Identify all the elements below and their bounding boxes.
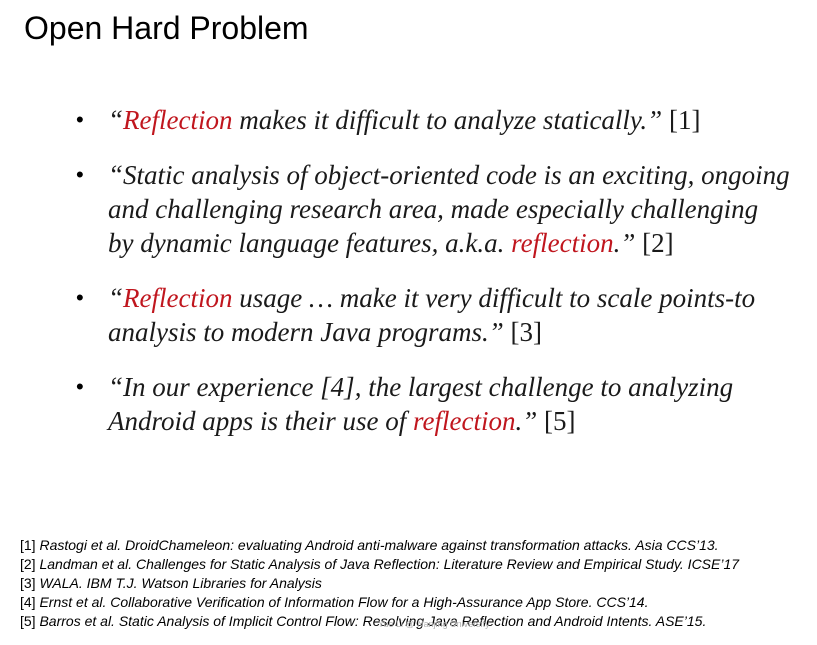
quote-line: by dynamic language features, a.k.a. ref… <box>108 226 813 260</box>
highlight-keyword: reflection <box>413 406 516 436</box>
bullet-icon: • <box>76 162 84 187</box>
quote-text: “In our experience [4], the largest chal… <box>108 370 813 438</box>
reference-number: [3] <box>20 575 36 591</box>
quote-run: Android apps is their use of <box>108 406 414 436</box>
quote-run: .” <box>515 406 538 436</box>
quote-line: analysis to modern Java programs.” [3] <box>108 315 813 349</box>
quote-run: “Static analysis of object-oriented code… <box>108 160 790 190</box>
reference-item: [1] Rastogi et al. DroidChameleon: evalu… <box>20 536 739 555</box>
reference-text: WALA. IBM T.J. Watson Libraries for Anal… <box>39 575 322 591</box>
quote-run: “In our experience [4], the largest chal… <box>108 372 734 402</box>
quote-run: usage … make it very difficult to scale … <box>232 283 756 313</box>
reference-text: Rastogi et al. DroidChameleon: evaluatin… <box>39 537 719 553</box>
reference-number: [1] <box>20 537 36 553</box>
citation-ref: [1] <box>662 105 701 135</box>
reference-text: Landman et al. Challenges for Static Ana… <box>39 556 740 572</box>
reference-item: [3] WALA. IBM T.J. Watson Libraries for … <box>20 574 739 593</box>
watermark: Yue Li @ Nanjing University <box>378 619 490 629</box>
quote-line: Android apps is their use of reflection.… <box>108 404 813 438</box>
bullet-icon: • <box>76 285 84 310</box>
reference-item: [2] Landman et al. Challenges for Static… <box>20 555 739 574</box>
reference-text: Ernst et al. Collaborative Verification … <box>39 594 649 610</box>
quote-line: “Reflection makes it difficult to analyz… <box>108 103 813 137</box>
highlight-keyword: reflection <box>511 228 614 258</box>
reference-number: [2] <box>20 556 36 572</box>
slide-title: Open Hard Problem <box>24 10 309 46</box>
quote-line: and challenging research area, made espe… <box>108 192 813 226</box>
quote-line: “Static analysis of object-oriented code… <box>108 158 813 192</box>
reference-number: [4] <box>20 594 36 610</box>
quote-run: “ <box>108 105 124 135</box>
bullet-icon: • <box>76 374 84 399</box>
reference-list: [1] Rastogi et al. DroidChameleon: evalu… <box>20 536 739 631</box>
quote-text: “Reflection usage … make it very difficu… <box>108 281 813 349</box>
citation-ref: [5] <box>537 406 576 436</box>
quote-run: makes it difficult to analyze statically… <box>232 105 663 135</box>
highlight-keyword: Reflection <box>123 283 233 313</box>
quote-run: by dynamic language features, a.k.a. <box>108 228 512 258</box>
bullet-icon: • <box>76 107 84 132</box>
citation-ref: [2] <box>635 228 674 258</box>
reference-text: Barros et al. Static Analysis of Implici… <box>39 613 707 629</box>
reference-item: [5] Barros et al. Static Analysis of Imp… <box>20 612 739 631</box>
quote-run: analysis to modern Java programs.” <box>108 317 504 347</box>
highlight-keyword: Reflection <box>123 105 233 135</box>
quote-line: “Reflection usage … make it very difficu… <box>108 281 813 315</box>
reference-item: [4] Ernst et al. Collaborative Verificat… <box>20 593 739 612</box>
quote-run: “ <box>108 283 124 313</box>
quote-text: “Reflection makes it difficult to analyz… <box>108 103 813 137</box>
reference-number: [5] <box>20 613 36 629</box>
quote-text: “Static analysis of object-oriented code… <box>108 158 813 260</box>
citation-ref: [3] <box>503 317 542 347</box>
quote-run: .” <box>613 228 636 258</box>
quote-line: “In our experience [4], the largest chal… <box>108 370 813 404</box>
quote-run: and challenging research area, made espe… <box>108 194 759 224</box>
